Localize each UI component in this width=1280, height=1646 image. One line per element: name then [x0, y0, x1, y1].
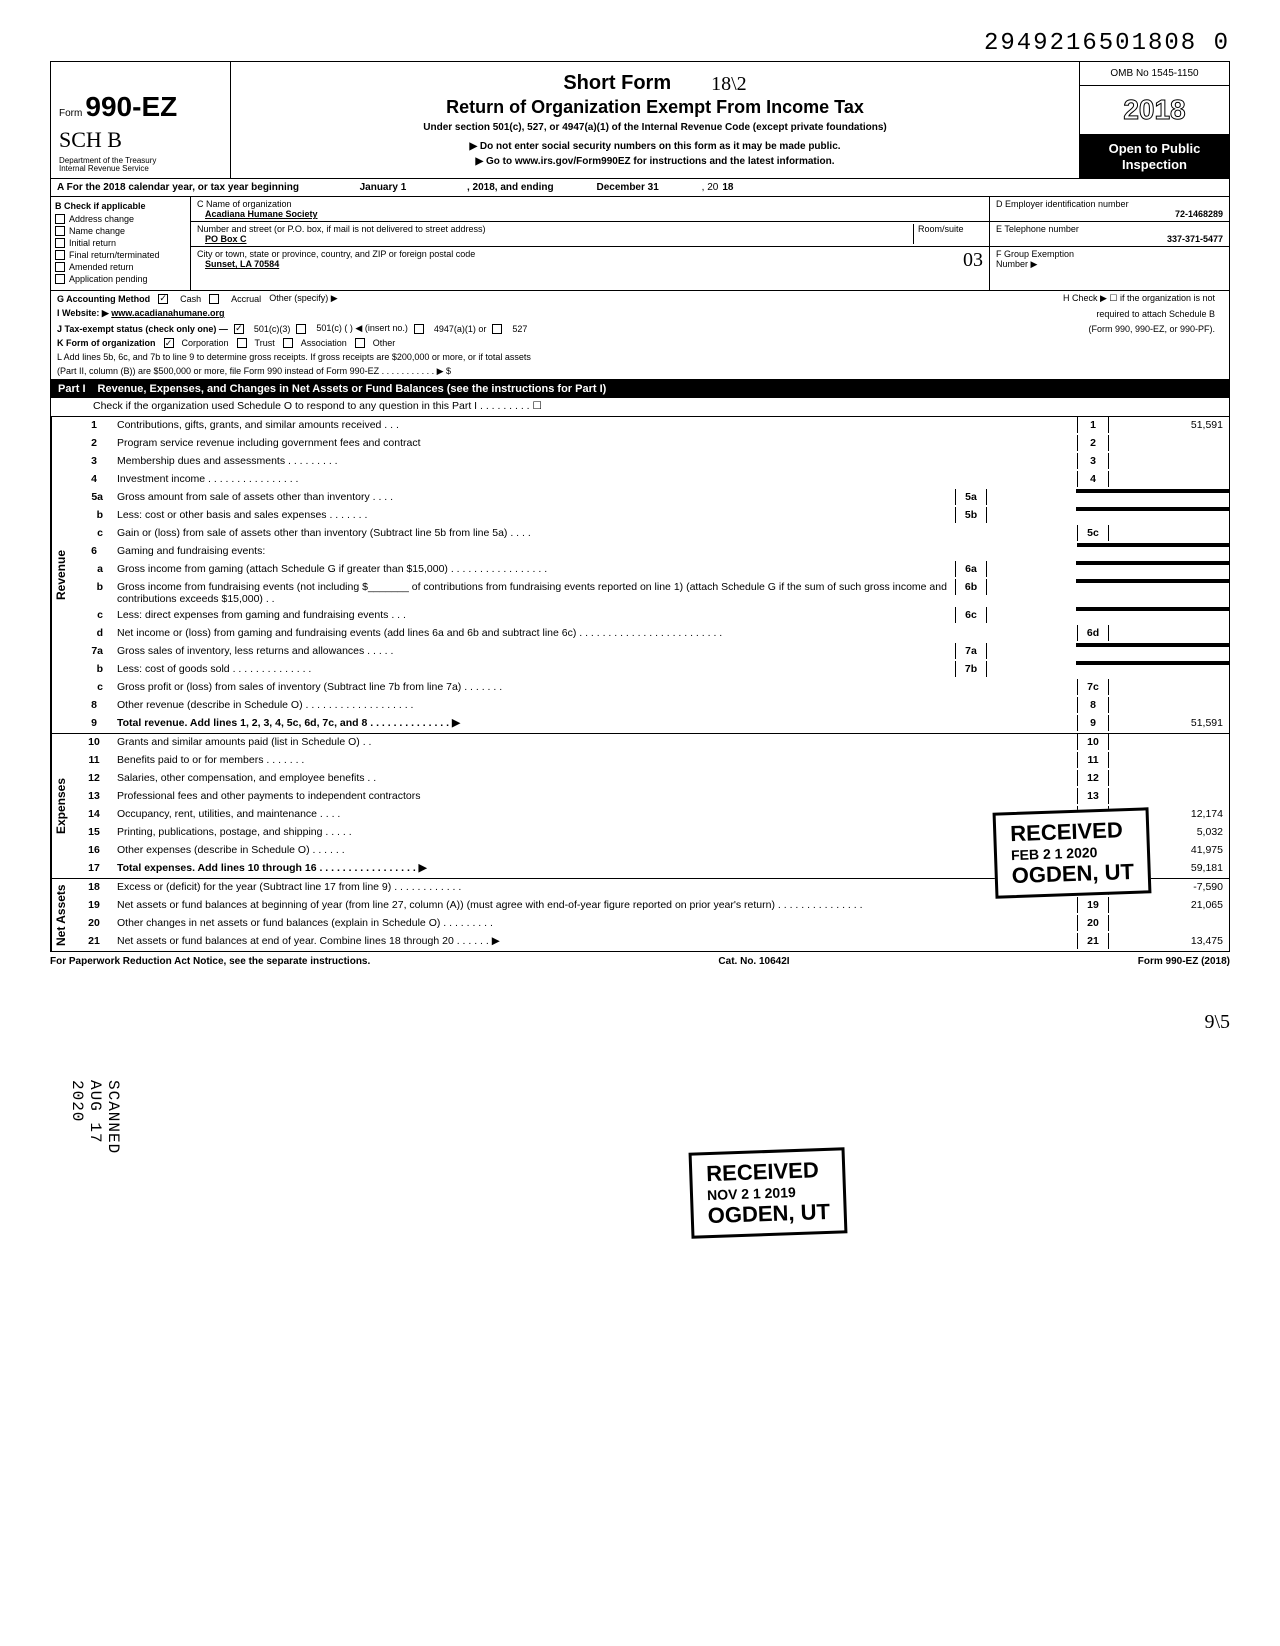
received-stamp-feb: RECEIVED FEB 2 1 2020 OGDEN, UT [992, 807, 1151, 898]
room-handwritten: 03 [923, 249, 983, 272]
part1-check-row: Check if the organization used Schedule … [50, 398, 1230, 417]
chk-initial-return[interactable] [55, 238, 65, 248]
org-city: Sunset, LA 70584 [205, 259, 923, 269]
part1-header: Part I Revenue, Expenses, and Changes in… [50, 380, 1230, 398]
line19-begin: 21,065 [1109, 897, 1229, 913]
chk-501c[interactable] [296, 324, 306, 334]
scanned-stamp: SCANNED AUG 17 2020 [68, 1080, 122, 1154]
chk-corp[interactable]: ✓ [164, 338, 174, 348]
short-form-label: Short Form [563, 72, 671, 95]
col-right-def: D Employer identification number72-14682… [989, 197, 1229, 290]
handwritten-1812: 18\2 [711, 73, 747, 96]
form-container: 2949216501808 0 Form 990-EZ SCH B Depart… [50, 30, 1230, 1034]
chk-final-return[interactable] [55, 250, 65, 260]
revenue-section: Revenue 1Contributions, gifts, grants, a… [50, 417, 1230, 734]
dept-irs: Internal Revenue Service [59, 165, 222, 174]
bottom-handwritten: 9\5 [50, 1011, 1230, 1034]
row-a-tax-year: A For the 2018 calendar year, or tax yea… [50, 179, 1230, 197]
header-right: OMB No 1545-1150 2018 Open to Public Ins… [1079, 62, 1229, 178]
header-center: Short Form 18\2 Return of Organization E… [231, 62, 1079, 178]
chk-accrual[interactable] [209, 294, 219, 304]
chk-pending[interactable] [55, 274, 65, 284]
chk-527[interactable] [492, 324, 502, 334]
info-grid: B Check if applicable Address change Nam… [50, 197, 1230, 291]
line21-end: 13,475 [1109, 933, 1229, 949]
form-footer: For Paperwork Reduction Act Notice, see … [50, 952, 1230, 971]
return-title: Return of Organization Exempt From Incom… [243, 97, 1067, 118]
line1-amount: 51,591 [1109, 417, 1229, 433]
goto-url: ▶ Go to www.irs.gov/Form990EZ for instru… [243, 156, 1067, 167]
chk-other-org[interactable] [355, 338, 365, 348]
org-name: Acadiana Humane Society [205, 209, 983, 219]
header-subtitle: Under section 501(c), 527, or 4947(a)(1)… [243, 122, 1067, 133]
revenue-side-label: Revenue [51, 417, 75, 733]
ein-value: 72-1468289 [996, 209, 1223, 219]
col-c-org-info: C Name of organizationAcadiana Humane So… [191, 197, 989, 290]
omb-number: OMB No 1545-1150 [1080, 62, 1229, 86]
received-stamp-nov: RECEIVED NOV 2 1 2019 OGDEN, UT [689, 1147, 848, 1238]
chk-trust[interactable] [237, 338, 247, 348]
expenses-side-label: Expenses [51, 734, 75, 878]
col-b-checkboxes: B Check if applicable Address change Nam… [51, 197, 191, 290]
chk-4947[interactable] [414, 324, 424, 334]
warning-ssn: ▶ Do not enter social security numbers o… [243, 141, 1067, 152]
chk-cash[interactable]: ✓ [158, 294, 168, 304]
chk-501c3[interactable]: ✓ [234, 324, 244, 334]
sch-b-handwritten: SCH B [59, 127, 222, 153]
net-assets-side-label: Net Assets [51, 879, 75, 951]
form-header: Form 990-EZ SCH B Department of the Trea… [50, 61, 1230, 179]
telephone-value: 337-371-5477 [996, 234, 1223, 244]
header-left: Form 990-EZ SCH B Department of the Trea… [51, 62, 231, 178]
form-number: 990-EZ [85, 91, 177, 122]
line9-total-revenue: 51,591 [1109, 715, 1229, 731]
form-prefix: Form [59, 108, 82, 119]
dln-number: 2949216501808 0 [50, 30, 1230, 57]
chk-amended[interactable] [55, 262, 65, 272]
chk-name-change[interactable] [55, 226, 65, 236]
chk-assoc[interactable] [283, 338, 293, 348]
open-to-public: Open to Public Inspection [1080, 135, 1229, 178]
website-value: www.acadianahumane.org [111, 308, 224, 318]
tax-year: 2018 [1080, 86, 1229, 135]
rows-g-through-l: G Accounting Method ✓Cash Accrual Other … [50, 291, 1230, 380]
org-address: PO Box C [205, 234, 913, 244]
chk-address-change[interactable] [55, 214, 65, 224]
